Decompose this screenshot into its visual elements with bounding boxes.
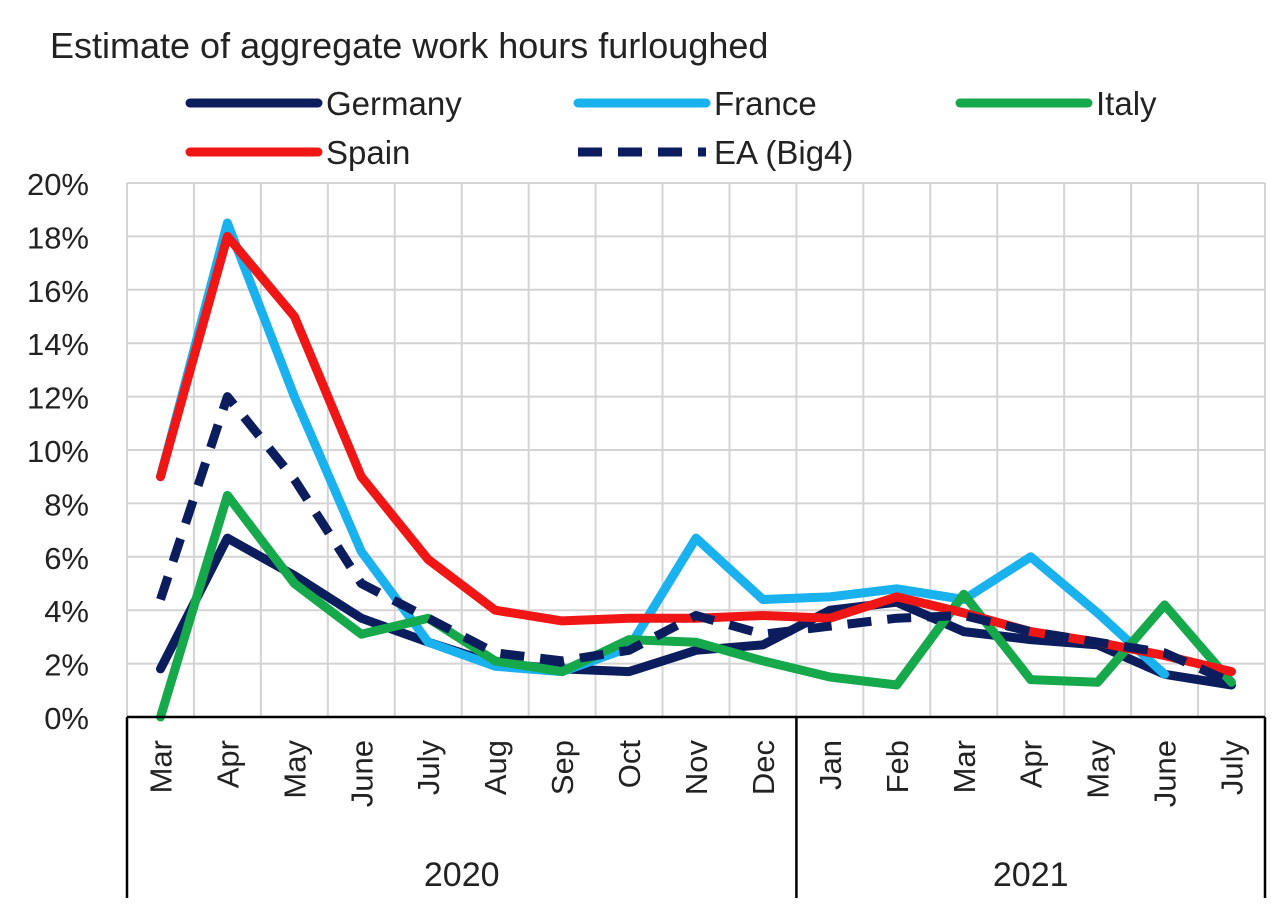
gridlines [126, 182, 1266, 718]
series-line-ea-big4 [156, 392, 1234, 687]
series-line-france [156, 218, 1170, 679]
x-tick-label: Oct [612, 740, 647, 789]
chart-title: Estimate of aggregate work hours furloug… [50, 25, 768, 66]
x-tick-label: Dec [746, 740, 781, 795]
x-tick-label: Aug [478, 740, 513, 795]
x-tick-label: Sep [545, 740, 580, 795]
y-tick-label: 20% [27, 167, 89, 202]
x-tick-label: Jan [813, 740, 848, 790]
year-label: 2020 [424, 856, 500, 894]
series-line-germany [156, 533, 1236, 690]
y-tick-label: 16% [27, 274, 89, 309]
x-tick-label: Apr [1014, 740, 1049, 788]
x-axis: 2020 2021 Mar Apr May June July Aug Sep Oct Nov Dec… [125, 715, 1267, 898]
legend: Germany France Italy Spain EA (Big4) [185, 85, 1157, 171]
legend-label: Germany [326, 85, 462, 122]
y-tick-label: 10% [27, 434, 89, 469]
x-tick-label: Mar [143, 740, 178, 793]
y-tick-label: 12% [27, 381, 89, 416]
y-tick-label: 0% [44, 701, 89, 736]
x-tick-label: May [277, 740, 312, 799]
year-label: 2021 [993, 856, 1069, 894]
x-tick-label: Nov [679, 740, 714, 796]
y-tick-label: 18% [27, 220, 89, 255]
legend-label: EA (Big4) [714, 134, 853, 171]
y-tick-label: 14% [27, 327, 89, 362]
legend-label: Italy [1096, 85, 1157, 122]
y-tick-label: 4% [44, 594, 89, 629]
series-line-italy [156, 490, 1236, 722]
series-layer [156, 218, 1236, 722]
y-tick-label: 2% [44, 648, 89, 683]
x-tick-label: Mar [947, 740, 982, 793]
x-tick-label: Apr [210, 740, 245, 788]
x-tick-label: Feb [880, 740, 915, 793]
x-tick-label: July [1215, 740, 1250, 796]
x-tick-label: May [1081, 740, 1116, 799]
y-tick-label: 6% [44, 541, 89, 576]
y-tick-label: 8% [44, 487, 89, 522]
y-axis: 0% 2% 4% 6% 8% 10% 12% 14% 16% 18% 20% [27, 167, 89, 736]
x-tick-label: July [411, 740, 446, 796]
legend-label: France [714, 85, 817, 122]
x-tick-label: June [1148, 740, 1183, 807]
legend-label: Spain [326, 134, 410, 171]
x-tick-label: June [344, 740, 379, 807]
